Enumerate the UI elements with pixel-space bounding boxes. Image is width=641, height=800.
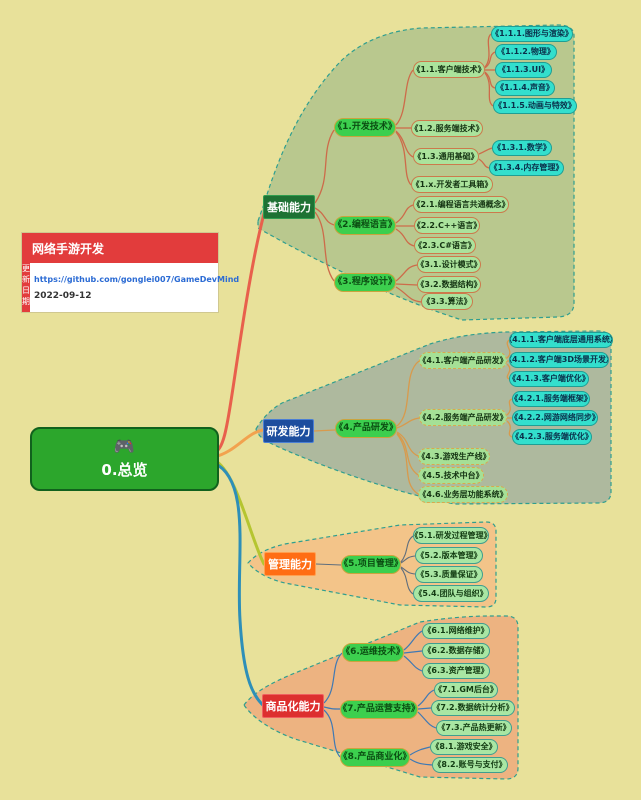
branch-management[interactable]: 管理能力	[264, 552, 316, 576]
topic-7[interactable]: 《7.产品运营支持》	[340, 700, 418, 719]
topic-4-1-2[interactable]: 《4.1.2.客户端3D场景开发》	[509, 352, 609, 368]
topic-1-1-2[interactable]: 《1.1.2.物理》	[495, 44, 557, 60]
topic-2-2[interactable]: 《2.2.C++语言》	[414, 217, 480, 234]
update-date-label: 更新日期	[22, 263, 30, 312]
topic-3-2[interactable]: 《3.2.数据结构》	[417, 276, 481, 293]
topic-3[interactable]: 《3.程序设计》	[334, 273, 396, 292]
topic-4-2[interactable]: 《4.2.服务端产品研发》	[419, 409, 507, 426]
topic-1-2[interactable]: 《1.2.服务端技术》	[411, 120, 483, 137]
github-link[interactable]: https://github.com/gonglei007/GameDevMin…	[34, 274, 240, 284]
topic-4-2-2[interactable]: 《4.2.2.网游网络同步》	[512, 410, 598, 426]
gamepad-icon: 🎮	[113, 436, 136, 457]
topic-2-3[interactable]: 《2.3.C#语言》	[414, 237, 476, 254]
topic-5-3[interactable]: 《5.3.质量保证》	[415, 566, 483, 583]
topic-6[interactable]: 《6.运维技术》	[342, 643, 404, 662]
branch-commercial[interactable]: 商品化能力	[262, 694, 324, 718]
topic-1-3-4[interactable]: 《1.3.4.内存管理》	[489, 160, 564, 176]
topic-1-1-5[interactable]: 《1.1.5.动画与特效》	[493, 98, 577, 114]
topic-4-5[interactable]: 《4.5.技术中台》	[418, 467, 484, 484]
topic-4-1-1[interactable]: 《4.1.1.客户端底层通用系统》	[509, 332, 613, 348]
topic-1-x[interactable]: 《1.x.开发者工具箱》	[411, 176, 493, 193]
topic-1[interactable]: 《1.开发技术》	[334, 118, 396, 137]
topic-5[interactable]: 《5.项目管理》	[341, 555, 401, 574]
main-edges	[212, 208, 267, 708]
edges-commercial	[323, 630, 437, 766]
topic-8[interactable]: 《8.产品商业化》	[340, 748, 410, 767]
topic-4[interactable]: 《4.产品研发》	[335, 419, 397, 438]
root-topic[interactable]: 🎮 0.总览	[30, 427, 219, 491]
topic-7-1[interactable]: 《7.1.GM后台》	[434, 682, 498, 698]
topic-5-2[interactable]: 《5.2.版本管理》	[415, 547, 483, 564]
topic-2[interactable]: 《2.编程语言》	[334, 216, 396, 235]
branch-foundation[interactable]: 基础能力	[263, 195, 315, 219]
project-info-card: 网络手游开发 更新日期 https://github.com/gonglei00…	[22, 233, 239, 312]
topic-1-1-1[interactable]: 《1.1.1.图形与渲染》	[491, 26, 573, 42]
topic-4-2-1[interactable]: 《4.2.1.服务端框架》	[512, 391, 590, 407]
topic-5-1[interactable]: 《5.1.研发过程管理》	[413, 527, 489, 544]
topic-6-3[interactable]: 《6.3.资产管理》	[422, 663, 490, 679]
topic-6-1[interactable]: 《6.1.网络维护》	[422, 623, 490, 639]
topic-5-4[interactable]: 《5.4.团队与组织》	[413, 585, 489, 602]
edges-rnd	[313, 339, 513, 495]
topic-7-2[interactable]: 《7.2.数据统计分析》	[431, 700, 515, 716]
root-topic-label: 0.总览	[101, 460, 148, 479]
topic-1-1-3[interactable]: 《1.1.3.UI》	[495, 62, 552, 78]
topic-1-3-1[interactable]: 《1.3.1.数学》	[492, 140, 552, 156]
project-title: 网络手游开发	[22, 233, 218, 263]
branch-rnd[interactable]: 研发能力	[263, 419, 314, 443]
topic-4-1-3[interactable]: 《4.1.3.客户端优化》	[509, 371, 589, 387]
topic-2-1[interactable]: 《2.1.编程语言共通概念》	[413, 196, 509, 213]
topic-4-1[interactable]: 《4.1.客户端产品研发》	[419, 352, 507, 369]
topic-6-2[interactable]: 《6.2.数据存储》	[422, 643, 490, 659]
topic-1-1[interactable]: 《1.1.客户端技术》	[413, 61, 485, 78]
topic-8-2[interactable]: 《8.2.账号与支付》	[432, 757, 508, 773]
topic-3-3[interactable]: 《3.3.算法》	[421, 293, 473, 310]
edges-management	[315, 535, 416, 595]
topic-4-3[interactable]: 《4.3.游戏生产线》	[418, 448, 490, 465]
topic-1-1-4[interactable]: 《1.1.4.声音》	[495, 80, 555, 96]
topic-8-1[interactable]: 《8.1.游戏安全》	[430, 739, 498, 755]
topic-3-1[interactable]: 《3.1.设计模式》	[417, 256, 481, 273]
update-date-value: 2022-09-12	[34, 290, 92, 301]
topic-1-3[interactable]: 《1.3.通用基础》	[413, 148, 479, 165]
topic-4-6[interactable]: 《4.6.业务层功能系统》	[418, 486, 508, 503]
topic-4-2-3[interactable]: 《4.2.3.服务端优化》	[512, 429, 592, 445]
edges-foundation	[314, 33, 496, 303]
topic-7-3[interactable]: 《7.3.产品热更新》	[436, 720, 512, 736]
